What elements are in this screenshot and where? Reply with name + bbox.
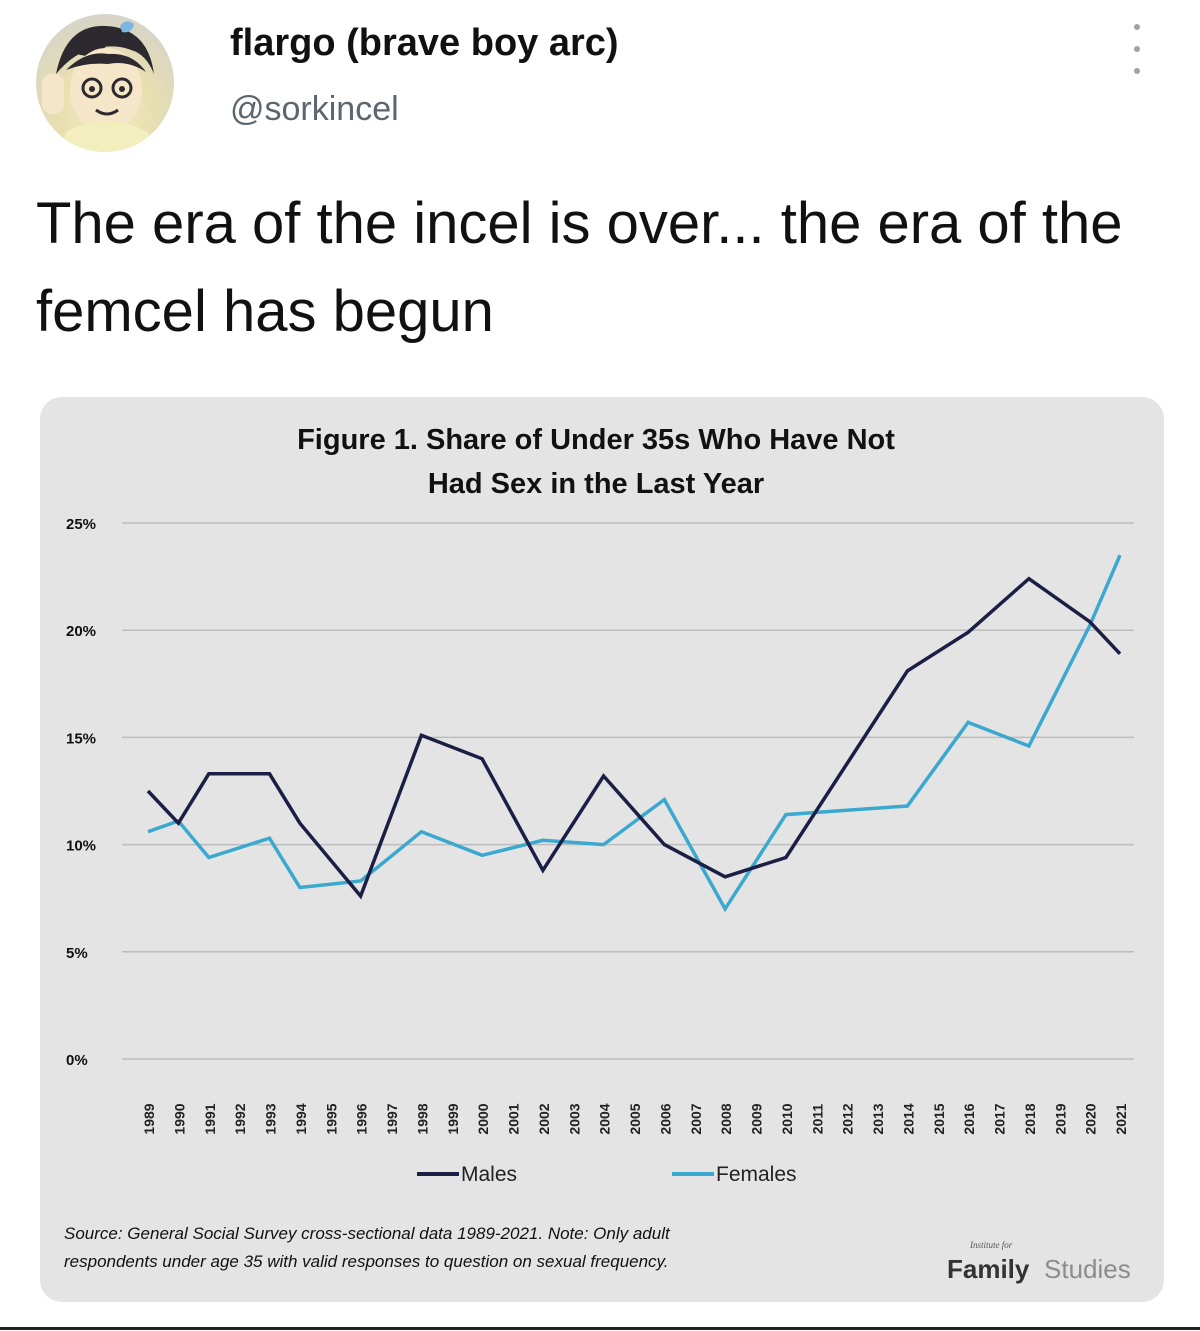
x-tick-label: 2008 [718,1103,734,1134]
x-tick-label: 2007 [688,1103,704,1134]
x-tick-label: 2005 [627,1103,643,1134]
source-note-line-2: respondents under age 35 with valid resp… [64,1252,669,1271]
x-tick-label: 1990 [171,1103,187,1134]
legend: Males Females [417,1163,797,1186]
logo-small-text: Institute for [969,1240,1013,1250]
x-tick-label: 2003 [566,1103,582,1134]
y-tick-label: 0% [66,1052,88,1069]
chart-image[interactable]: Figure 1. Share of Under 35s Who Have No… [40,397,1164,1302]
x-tick-label: 2010 [779,1103,795,1134]
gridlines [122,522,1134,1060]
x-axis-ticks: 1989 1990 1991 1992 1993 1994 1995 1996 1997 1998… [141,1103,1129,1134]
y-axis-ticks: 0% 5% 10% 15% 20% 25% [66,516,96,1069]
user-handle[interactable]: @sorkincel [230,90,399,128]
x-tick-label: 1989 [141,1103,157,1134]
logo-studies-text: Studies [1044,1254,1131,1284]
x-tick-label: 2017 [992,1103,1008,1134]
y-tick-label: 20% [66,623,96,640]
x-tick-label: 2012 [840,1103,856,1134]
series-line-females [147,554,1122,913]
line-chart: Figure 1. Share of Under 35s Who Have No… [64,424,1134,1284]
avatar[interactable] [36,14,174,152]
x-tick-label: 2013 [870,1103,886,1134]
x-tick-label: 2020 [1083,1103,1099,1134]
x-tick-label: 2018 [1022,1103,1038,1134]
more-vertical-icon[interactable] [1122,24,1152,74]
x-tick-label: 2006 [657,1103,673,1134]
x-tick-label: 1999 [445,1103,461,1134]
x-tick-label: 1998 [414,1103,430,1134]
x-tick-label: 2021 [1113,1103,1129,1134]
x-tick-label: 2014 [900,1103,916,1134]
series-lines [146,554,1122,913]
x-tick-label: 1995 [323,1103,339,1134]
legend-label-males: Males [461,1163,517,1186]
x-tick-label: 2011 [809,1104,825,1135]
x-tick-label: 2016 [961,1103,977,1134]
x-tick-label: 1993 [263,1103,279,1134]
logo-family-text: Family [947,1254,1030,1284]
x-tick-label: 1991 [202,1103,218,1134]
x-tick-label: 2000 [475,1103,491,1134]
source-note-line-1: Source: General Social Survey cross-sect… [64,1224,671,1243]
y-tick-label: 5% [66,945,88,962]
x-tick-label: 2004 [597,1103,613,1134]
x-tick-label: 1996 [354,1103,370,1134]
x-tick-label: 1992 [232,1103,248,1134]
y-tick-label: 15% [66,730,96,747]
legend-label-females: Females [716,1163,797,1186]
x-tick-label: 2002 [536,1103,552,1134]
x-tick-label: 1997 [384,1103,400,1134]
y-tick-label: 25% [66,516,96,533]
x-tick-label: 2001 [506,1103,522,1134]
anime-avatar-icon [42,21,154,152]
display-name[interactable]: flargo (brave boy arc) [230,22,619,64]
x-tick-label: 2009 [749,1103,765,1134]
x-tick-label: 2015 [931,1103,947,1134]
tweet-text: The era of the incel is over... the era … [36,191,1123,344]
chart-title-line-2: Had Sex in the Last Year [428,468,764,500]
x-tick-label: 1994 [293,1103,309,1134]
chart-title-line-1: Figure 1. Share of Under 35s Who Have No… [297,424,895,456]
x-tick-label: 2019 [1052,1103,1068,1134]
y-tick-label: 10% [66,838,96,855]
series-line-males [146,576,1122,900]
divider [0,1327,1200,1330]
